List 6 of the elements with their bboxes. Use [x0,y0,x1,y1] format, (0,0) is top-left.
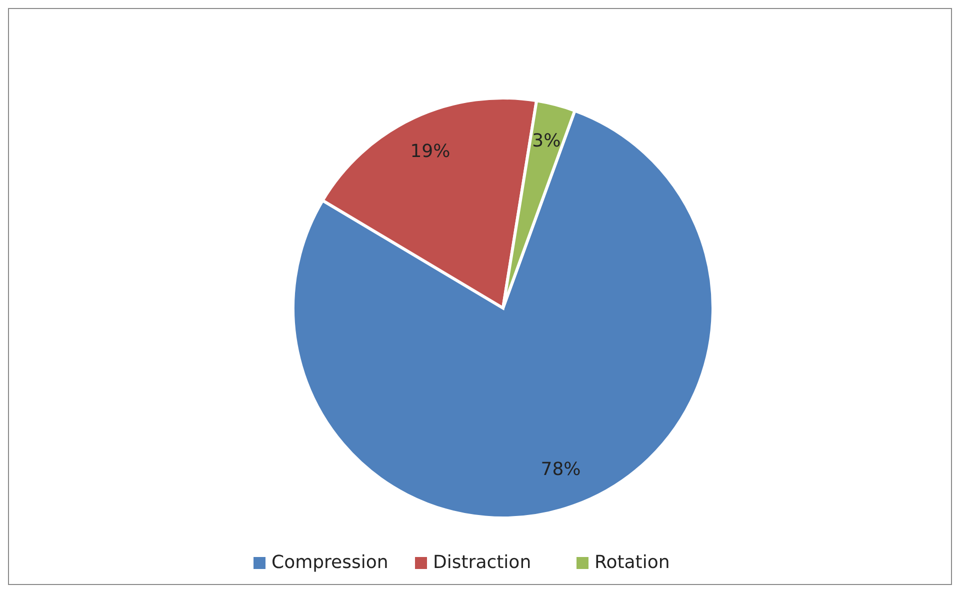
legend-label: Rotation [594,552,670,573]
data-label: 3% [532,130,561,152]
legend-label: Compression [272,552,388,573]
data-label: 19% [410,140,450,162]
legend-label: Distraction [433,552,532,573]
data-label: 78% [540,459,581,480]
